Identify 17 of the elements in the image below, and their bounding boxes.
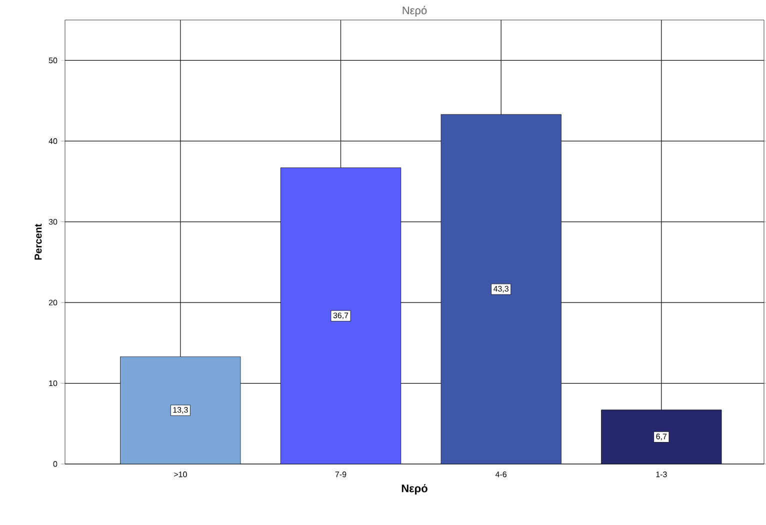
x-tick-label: 1-3 [656,472,667,478]
x-tick-label: >10 [174,472,187,478]
y-tick-label: 20 [48,300,58,306]
y-tick-label: 30 [48,218,58,225]
y-tick-label: 50 [48,58,58,64]
chart-title: Νερό [402,6,427,16]
x-tick-label: 7-9 [335,472,346,478]
x-tick-label: 4-6 [495,472,506,478]
y-tick-label: 10 [49,380,58,386]
y-tick-label: 0 [53,461,58,467]
data-label: 43,3 [493,286,509,293]
y-axis-title: Percent [34,224,42,260]
data-label: 36,7 [333,312,348,320]
data-label: 13,3 [173,407,188,414]
data-label: 6,7 [656,434,667,440]
x-axis-title: Νερό [402,484,428,494]
y-tick-label: 40 [48,138,58,144]
